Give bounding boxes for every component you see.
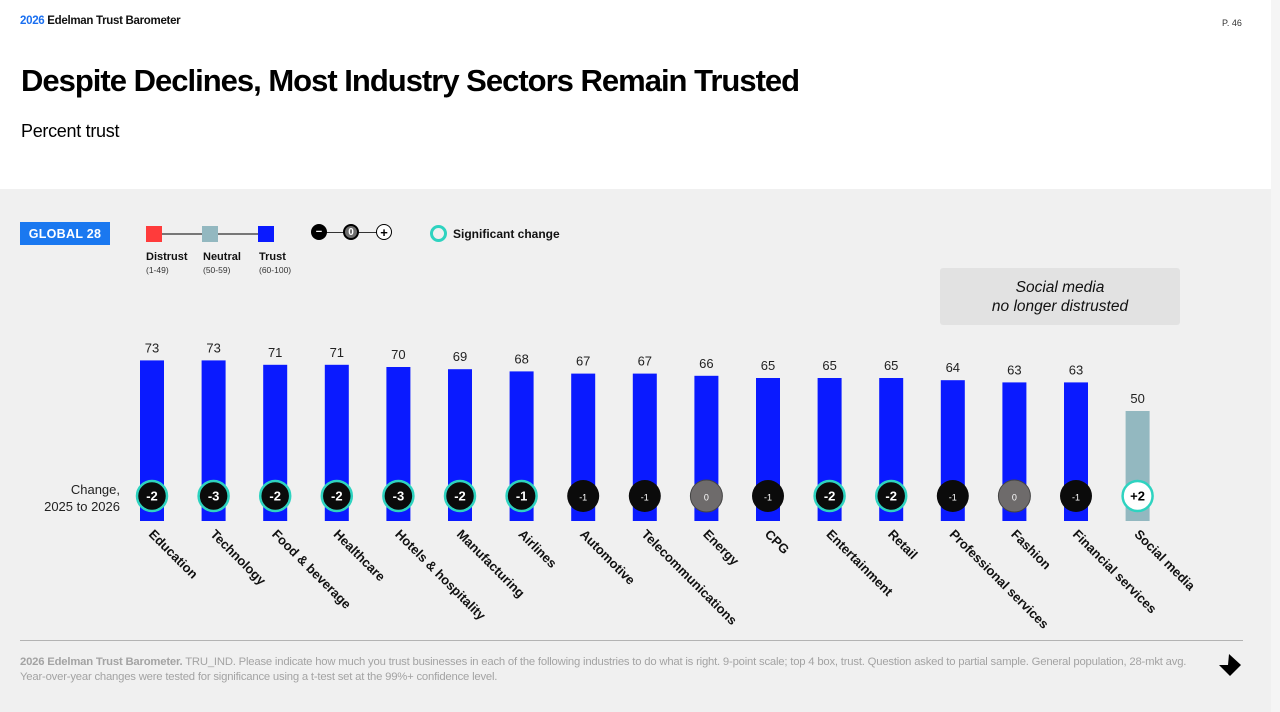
change-value: -2 <box>885 489 897 504</box>
legend-neutral-swatch <box>202 226 218 242</box>
legend-distrust-swatch <box>146 226 162 242</box>
change-value: -1 <box>1072 493 1080 503</box>
value-label: 70 <box>391 347 405 362</box>
category-label: Energy <box>700 527 742 569</box>
value-label: 69 <box>453 349 467 364</box>
page-subtitle: Percent trust <box>21 121 120 141</box>
brand-logo: 2026 Edelman Trust Barometer <box>20 15 181 27</box>
value-label: 50 <box>1130 391 1144 406</box>
value-label: 63 <box>1069 362 1083 377</box>
change-value: -2 <box>824 489 836 504</box>
legend-neutral-range: (50-59) <box>203 265 231 275</box>
legend-negative-icon: − <box>311 224 327 240</box>
value-label: 71 <box>268 345 282 360</box>
change-value: -2 <box>269 489 281 504</box>
footer-source: 2026 Edelman Trust Barometer. TRU_IND. P… <box>20 656 1187 683</box>
change-value: -1 <box>764 493 772 503</box>
legend-trust-range: (60-100) <box>259 265 292 275</box>
page-title: Despite Declines, Most Industry Sectors … <box>21 63 800 98</box>
page-number: P. 46 <box>1222 18 1242 28</box>
change-circle <box>258 479 292 513</box>
change-circle <box>1060 480 1092 512</box>
change-value: -2 <box>454 489 466 504</box>
callout-line-2: no longer distrusted <box>991 297 1129 315</box>
change-value: -3 <box>208 489 220 504</box>
legend-trust-swatch <box>258 226 274 242</box>
category-label: Healthcare <box>331 527 389 585</box>
change-circle <box>689 479 723 513</box>
category-label: Retail <box>885 527 921 563</box>
change-circle <box>197 479 230 513</box>
change-value: -1 <box>579 493 587 503</box>
change-circle <box>320 479 354 513</box>
value-label: 71 <box>330 345 344 360</box>
change-circle <box>443 479 477 513</box>
value-label: 63 <box>1007 362 1021 377</box>
legend-distrust-range: (1-49) <box>146 265 169 275</box>
change-value: -2 <box>146 489 158 504</box>
change-circle <box>874 479 908 513</box>
change-row-label: Change, 2025 to 2026 <box>44 482 120 514</box>
change-value: -3 <box>393 489 405 504</box>
change-circle <box>936 480 969 512</box>
change-circle <box>135 479 169 513</box>
value-label: 68 <box>514 351 528 366</box>
significant-change-label: Significant change <box>453 227 560 241</box>
category-label: Airlines <box>515 527 559 571</box>
region-badge: GLOBAL 28 <box>20 222 110 245</box>
change-circle <box>382 479 415 513</box>
callout-box: Social media no longer distrusted <box>940 268 1180 325</box>
change-circle <box>997 479 1031 513</box>
change-circle <box>752 480 784 512</box>
category-label: Education <box>146 527 201 582</box>
category-label: Fashion <box>1008 527 1054 573</box>
value-label: 66 <box>699 356 713 371</box>
change-circle <box>505 479 538 513</box>
change-value: -1 <box>516 489 528 504</box>
value-label: 64 <box>946 360 960 375</box>
value-label: 67 <box>576 354 590 369</box>
change-circle <box>567 480 600 512</box>
value-label: 65 <box>884 358 898 373</box>
footer-divider <box>20 640 1243 641</box>
category-label: Social media <box>1131 527 1198 594</box>
category-label: Technology <box>207 527 269 589</box>
value-label: 65 <box>761 358 775 373</box>
value-label: 67 <box>638 354 652 369</box>
header-area: 2026 Edelman Trust Barometer P. 46 Despi… <box>0 0 1271 189</box>
change-value: 0 <box>1012 493 1017 503</box>
change-value: -1 <box>949 493 957 503</box>
legend-positive-icon: + <box>376 224 392 240</box>
change-value: 0 <box>704 493 709 503</box>
change-circle <box>813 479 846 513</box>
change-circle <box>628 480 661 512</box>
value-label: 65 <box>822 358 836 373</box>
value-label: 73 <box>145 340 159 355</box>
next-arrow-icon[interactable] <box>1217 652 1245 680</box>
category-label: Professional services <box>947 527 1052 632</box>
category-label: Automotive <box>577 527 638 588</box>
legend-zero-icon: 0 <box>343 224 359 240</box>
value-label: 73 <box>206 340 220 355</box>
change-value: -1 <box>641 493 649 503</box>
legend-trust-label: Trust <box>259 251 286 263</box>
change-circle <box>1121 479 1154 513</box>
change-value: -2 <box>331 489 343 504</box>
legend-neutral-label: Neutral <box>203 251 241 263</box>
callout-line-1: Social media <box>1015 278 1105 296</box>
change-value: +2 <box>1130 489 1145 504</box>
significant-change-icon <box>430 225 447 242</box>
legend-distrust-label: Distrust <box>146 251 188 263</box>
category-label: CPG <box>762 527 793 558</box>
